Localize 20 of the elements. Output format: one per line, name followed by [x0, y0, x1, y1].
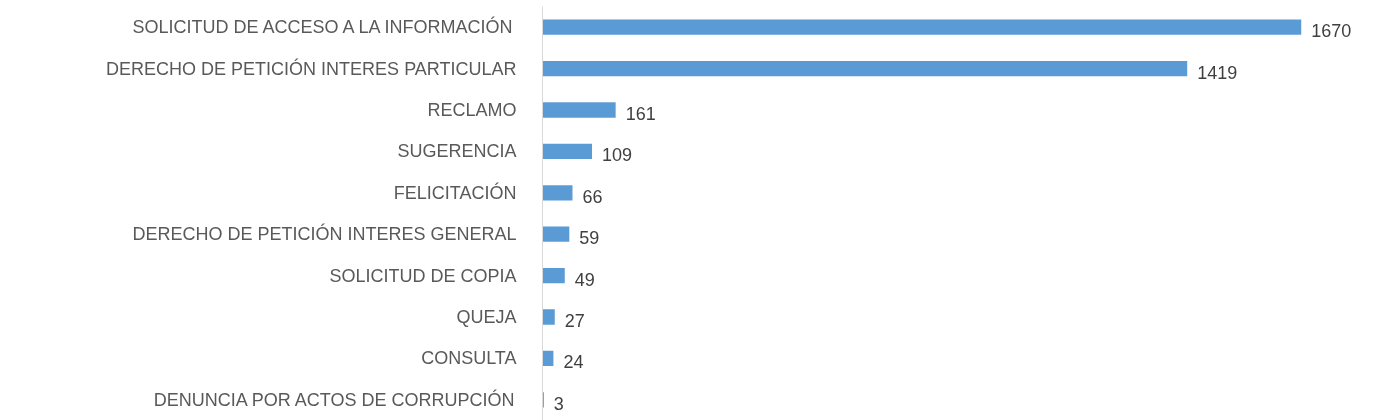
data-label: 109 [602, 145, 633, 166]
data-label: 59 [579, 228, 600, 249]
data-label: 3 [553, 393, 564, 414]
data-label: 49 [574, 269, 595, 290]
data-label: 27 [564, 311, 585, 331]
data-label: 161 [625, 104, 656, 124]
y-tick-label: QUEJA [456, 307, 517, 327]
data-label: 24 [563, 352, 584, 373]
y-tick-label: DENUNCIA POR ACTOS DE CORRUPCIÓN [153, 388, 515, 410]
y-tick-label: DERECHO DE PETICIÓN INTERES GENERAL [132, 223, 517, 245]
data-label: 1419 [1197, 62, 1238, 83]
y-tick-label: DERECHO DE PETICIÓN INTERES PARTICULAR [106, 57, 517, 79]
y-tick-label: SOLICITUD DE COPIA [329, 265, 517, 286]
y-tick-label: SUGERENCIA [397, 141, 517, 162]
data-label: 66 [582, 186, 603, 207]
y-tick-label: CONSULTA [421, 348, 517, 369]
data-label: 1670 [1311, 21, 1352, 42]
y-tick-label: SOLICITUD DE ACCESO A LA INFORMACIÓN [132, 16, 513, 38]
y-tick-label: FELICITACIÓN [393, 181, 517, 203]
y-tick-label: RECLAMO [427, 100, 517, 120]
